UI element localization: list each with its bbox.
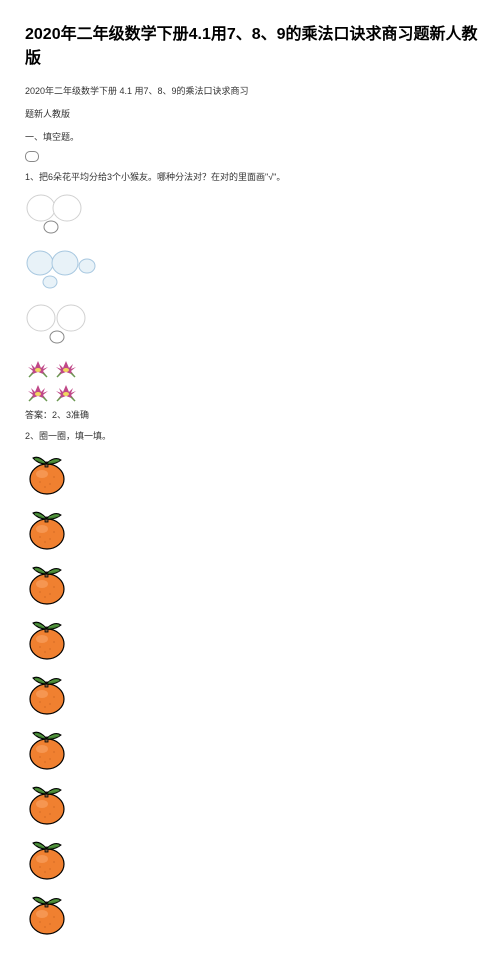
orange-icon [25,452,479,501]
orange-icon [25,727,479,776]
circles-svg-3 [25,303,100,345]
circles-svg-1 [25,193,95,235]
circles-group-3 [25,303,479,350]
circles-group-2 [25,248,479,295]
answer-1-text: 答案：2、3准确 [25,408,479,421]
circles-group-1 [25,193,479,240]
oranges-list [25,452,479,941]
flower-icon [25,358,51,378]
flower-icon [53,358,79,378]
question-1-text: 1、把6朵花平均分给3个小猴友。哪种分法对？在对的里面画"√"。 [25,170,479,183]
orange-icon [25,507,479,556]
orange-icon [25,562,479,611]
orange-icon [25,837,479,886]
flower-icon [25,382,51,402]
orange-icon [25,782,479,831]
question-2-text: 2、圈一圈，填一填。 [25,429,479,442]
subtitle: 2020年二年级数学下册 4.1 用7、8、9的乘法口诀求商习 [25,84,479,97]
edition-label: 题新人教版 [25,107,479,120]
section-1-label: 一、填空题。 [25,130,479,143]
circles-svg-2 [25,248,100,290]
orange-icon [25,617,479,666]
orange-icon [25,892,479,941]
flower-row-2 [25,382,479,402]
page-title: 2020年二年级数学下册4.1用7、8、9的乘法口诀求商习题新人教版 [25,20,479,68]
blank-box-icon [25,151,39,162]
flower-row-1 [25,358,479,378]
orange-icon [25,672,479,721]
flower-icon [53,382,79,402]
